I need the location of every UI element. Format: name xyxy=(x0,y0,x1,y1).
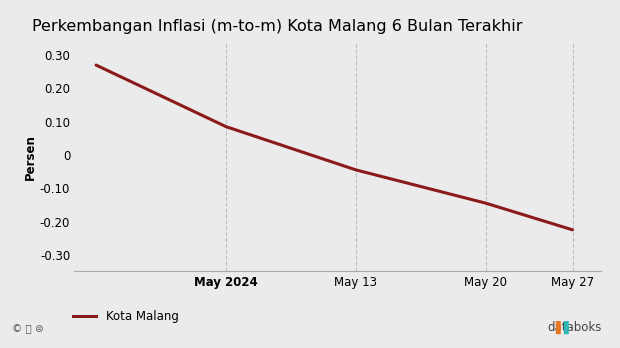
Text: ▌: ▌ xyxy=(555,321,565,334)
Legend: Kota Malang: Kota Malang xyxy=(68,306,184,328)
Text: databoks: databoks xyxy=(547,321,601,334)
Text: Perkembangan Inflasi (m-to-m) Kota Malang 6 Bulan Terakhir: Perkembangan Inflasi (m-to-m) Kota Malan… xyxy=(32,19,523,34)
Text: © ⓘ ⊜: © ⓘ ⊜ xyxy=(12,324,44,334)
Y-axis label: Persen: Persen xyxy=(24,134,37,180)
Text: ▌: ▌ xyxy=(563,321,573,334)
